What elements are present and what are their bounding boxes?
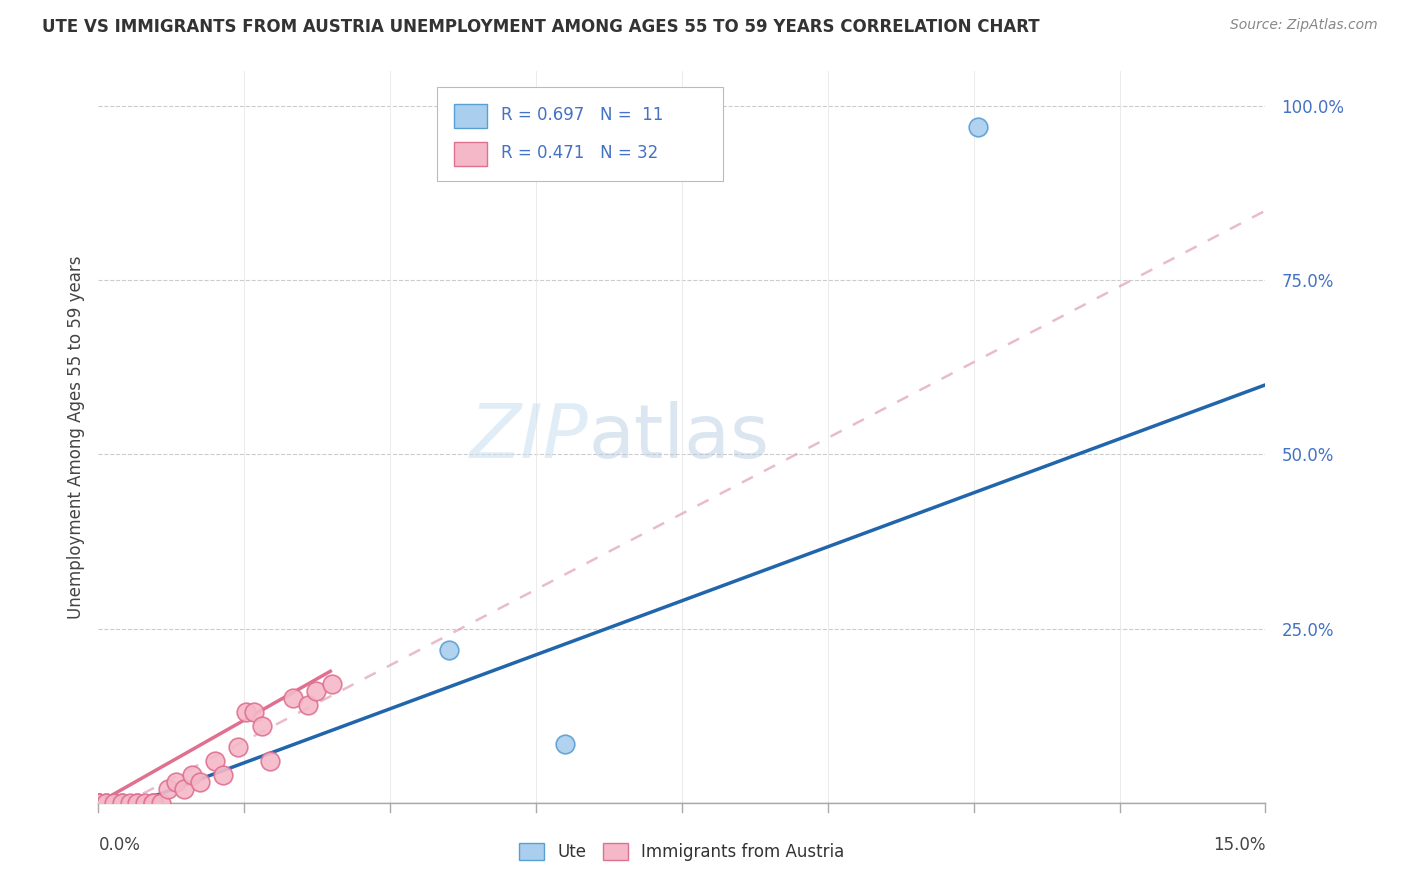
FancyBboxPatch shape — [454, 142, 486, 167]
Point — [554, 737, 576, 751]
Point — [966, 120, 988, 134]
Point — [87, 796, 110, 810]
Point — [96, 796, 118, 810]
Point — [281, 691, 304, 706]
Text: R = 0.471   N = 32: R = 0.471 N = 32 — [501, 145, 658, 162]
Point — [134, 796, 156, 810]
Point — [142, 796, 165, 810]
Text: atlas: atlas — [589, 401, 769, 474]
Point — [165, 775, 187, 789]
Point — [87, 796, 110, 810]
Legend: Ute, Immigrants from Austria: Ute, Immigrants from Austria — [512, 836, 852, 868]
Point — [212, 768, 235, 782]
Point — [437, 642, 460, 657]
FancyBboxPatch shape — [454, 103, 486, 128]
Point — [243, 705, 266, 719]
Point — [87, 796, 110, 810]
Point — [111, 796, 134, 810]
Point — [149, 796, 172, 810]
Point — [87, 796, 110, 810]
Point — [321, 677, 343, 691]
Point — [180, 768, 202, 782]
Point — [87, 796, 110, 810]
Point — [188, 775, 211, 789]
Point — [157, 781, 180, 796]
Point — [235, 705, 257, 719]
FancyBboxPatch shape — [437, 87, 723, 181]
Point — [103, 796, 125, 810]
Point — [87, 796, 110, 810]
Point — [142, 796, 165, 810]
Point — [103, 796, 125, 810]
Point — [173, 781, 195, 796]
Point — [127, 796, 149, 810]
Point — [250, 719, 273, 733]
Point — [297, 698, 319, 713]
Point — [142, 796, 165, 810]
Text: UTE VS IMMIGRANTS FROM AUSTRIA UNEMPLOYMENT AMONG AGES 55 TO 59 YEARS CORRELATIO: UTE VS IMMIGRANTS FROM AUSTRIA UNEMPLOYM… — [42, 18, 1040, 36]
Point — [305, 684, 328, 698]
Y-axis label: Unemployment Among Ages 55 to 59 years: Unemployment Among Ages 55 to 59 years — [66, 255, 84, 619]
Point — [259, 754, 281, 768]
Point — [204, 754, 226, 768]
Point — [111, 796, 134, 810]
Text: 0.0%: 0.0% — [98, 836, 141, 854]
Text: ZIP: ZIP — [470, 401, 589, 473]
Point — [118, 796, 141, 810]
Point — [127, 796, 149, 810]
Text: 15.0%: 15.0% — [1213, 836, 1265, 854]
Point — [87, 796, 110, 810]
Text: Source: ZipAtlas.com: Source: ZipAtlas.com — [1230, 18, 1378, 32]
Point — [87, 796, 110, 810]
Point — [228, 740, 250, 755]
Point — [96, 796, 118, 810]
Point — [87, 796, 110, 810]
Text: R = 0.697   N =  11: R = 0.697 N = 11 — [501, 106, 664, 124]
Point — [87, 796, 110, 810]
